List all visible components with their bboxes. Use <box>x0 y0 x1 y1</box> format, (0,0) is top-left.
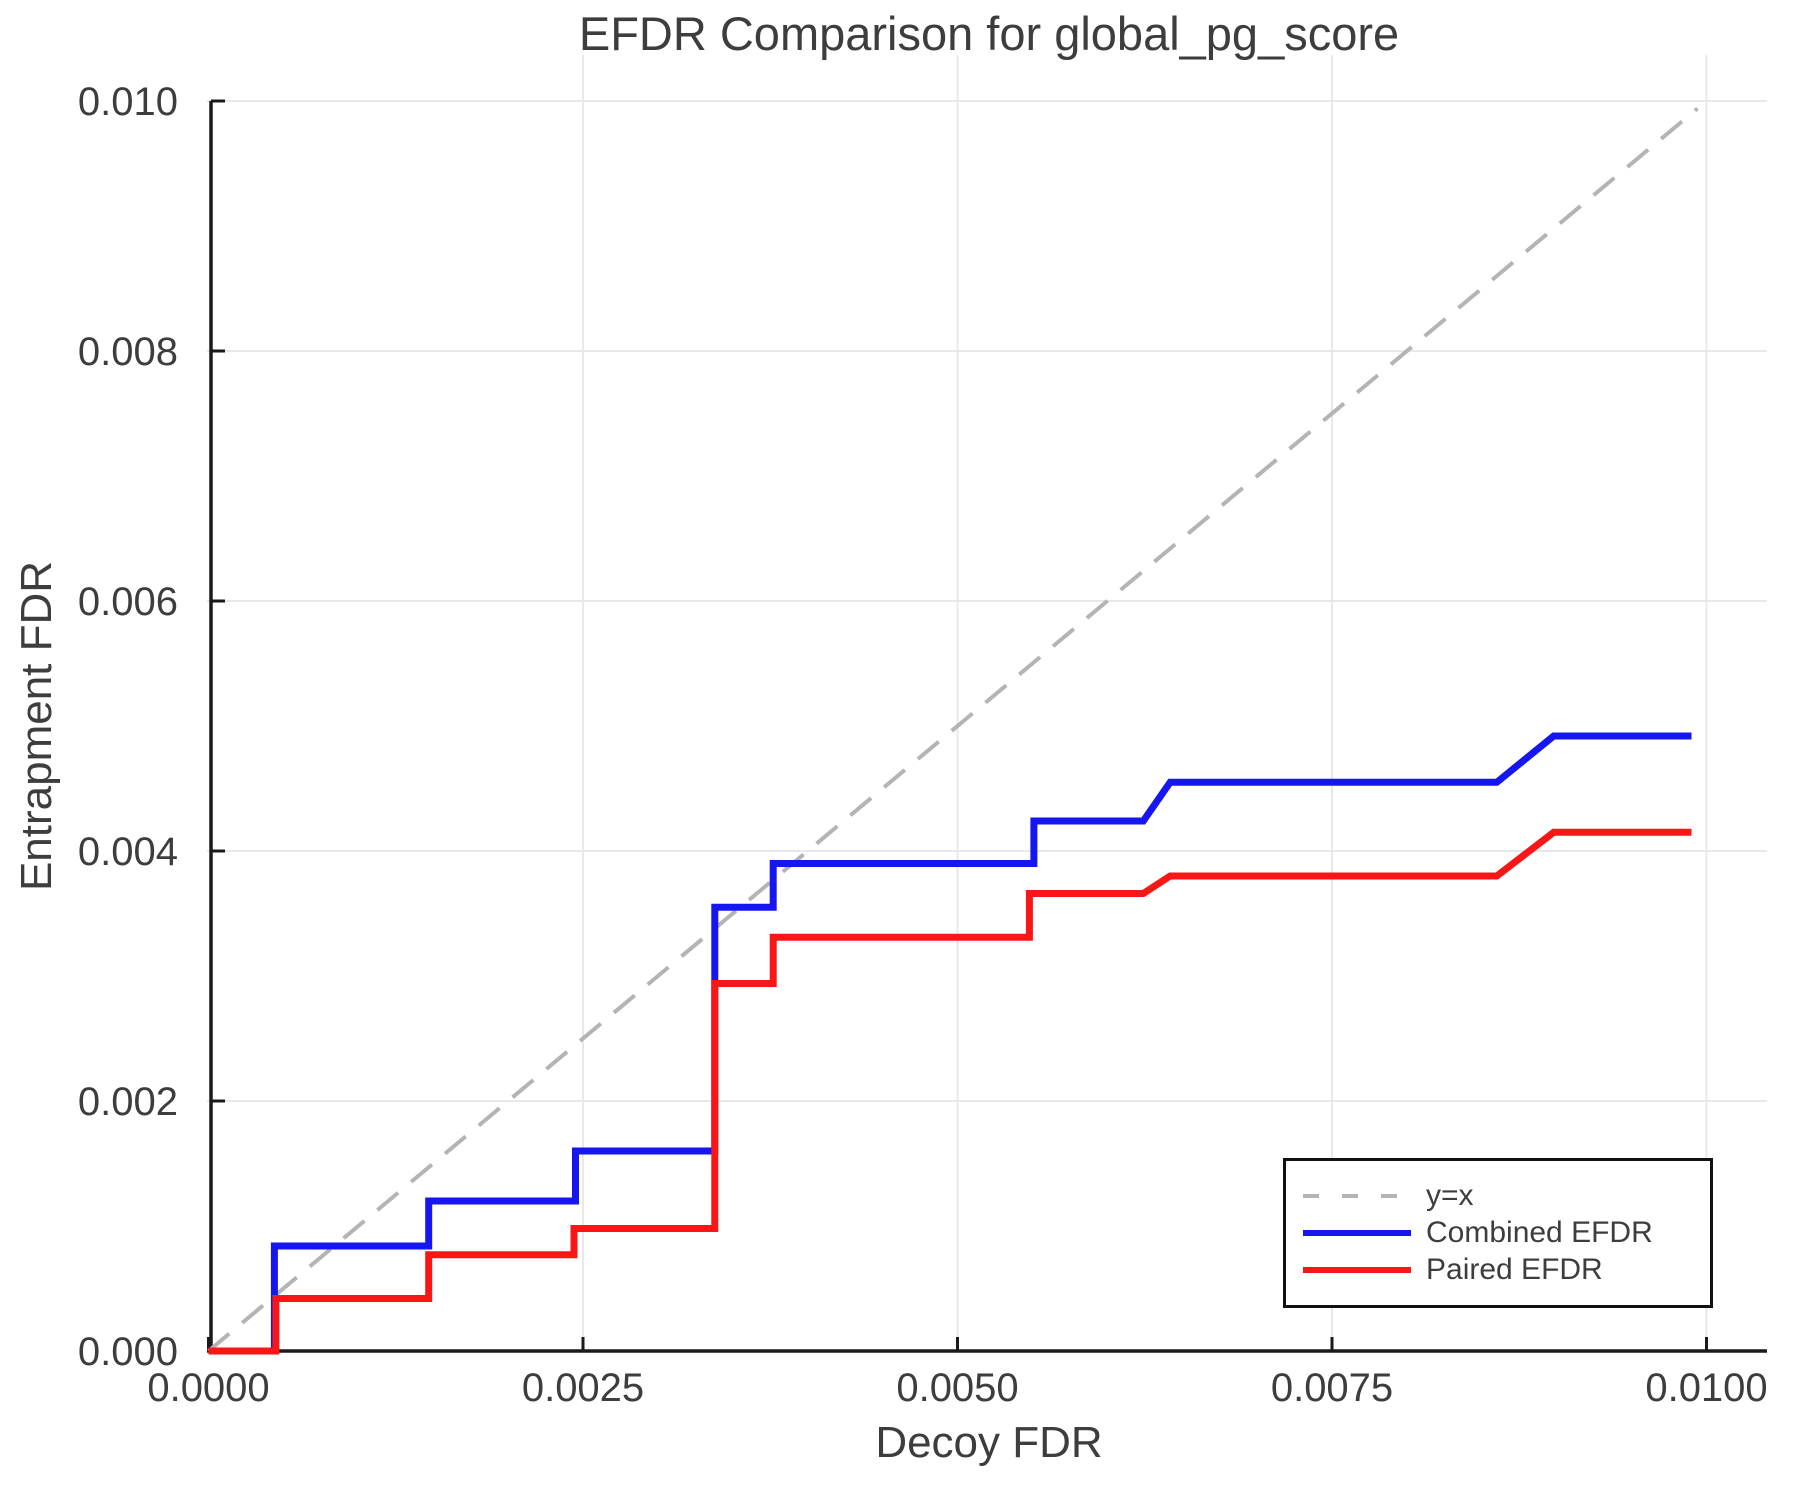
paired-efdr-line <box>208 828 1692 1355</box>
x-tick-label: 0.0100 <box>1645 1366 1767 1410</box>
paired-efdr-line-sample <box>1303 1267 1411 1273</box>
y-axis-label: Entrapment FDR <box>12 560 61 892</box>
legend-label: y=x <box>1426 1179 1474 1212</box>
combined-efdr-line-sample <box>1303 1230 1411 1236</box>
legend-item-paired-efdr: Paired EFDR <box>1303 1252 1710 1289</box>
legend-item-identity: y=x <box>1303 1178 1710 1215</box>
combined-efdr-line <box>208 732 1692 1355</box>
chart-title: EFDR Comparison for global_pg_score <box>578 7 1400 60</box>
identity-line <box>207 106 1699 1353</box>
y-tick-label: 0.006 <box>78 580 178 624</box>
x-tick-label: 0.0025 <box>522 1366 644 1410</box>
x-tick-label: 0.0050 <box>896 1366 1018 1410</box>
x-axis-label: Decoy FDR <box>875 1418 1103 1467</box>
y-tick-label: 0.004 <box>78 830 178 874</box>
legend-label: Combined EFDR <box>1426 1216 1653 1249</box>
identity-line-sample <box>1303 1194 1411 1198</box>
legend-label: Paired EFDR <box>1426 1253 1603 1286</box>
y-tick-label: 0.002 <box>78 1080 178 1124</box>
x-tick-label: 0.0000 <box>147 1366 269 1410</box>
legend: y=x Combined EFDR Paired EFDR <box>1283 1158 1713 1308</box>
y-tick-label: 0.008 <box>78 330 178 374</box>
y-tick-label: 0.000 <box>78 1330 178 1374</box>
legend-item-combined-efdr: Combined EFDR <box>1303 1215 1710 1252</box>
y-tick-label: 0.010 <box>78 80 178 124</box>
x-tick-label: 0.0075 <box>1271 1366 1393 1410</box>
